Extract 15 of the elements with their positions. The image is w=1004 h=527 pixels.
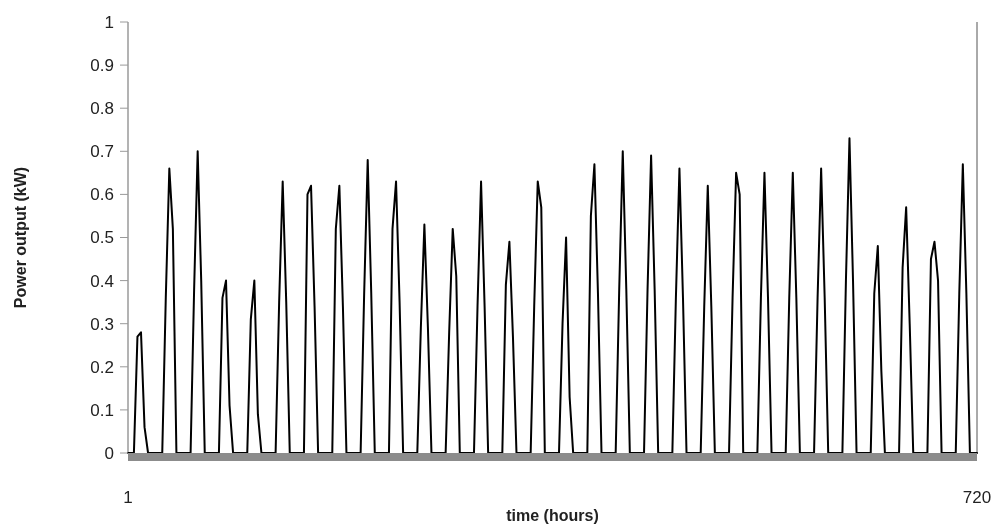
y-tick-label: 0.7 <box>90 142 114 162</box>
y-tick-label: 1 <box>104 12 114 32</box>
x-axis-title: time (hours) <box>506 507 599 524</box>
y-tick-label: 0 <box>104 443 114 463</box>
y-tick-label: 0.1 <box>90 400 114 420</box>
y-tick-label: 0.5 <box>90 228 114 248</box>
y-tick-label: 0.9 <box>90 56 114 76</box>
y-tick-label: 0.2 <box>90 357 114 377</box>
x-tick-label: 720 <box>962 488 992 507</box>
y-tick-label: 0.6 <box>90 185 114 205</box>
y-tick-label: 0.8 <box>90 99 114 119</box>
y-tick-label: 0.4 <box>90 271 114 291</box>
line-series <box>127 137 978 454</box>
y-tick-label: 0.3 <box>90 314 114 334</box>
y-axis-title: Power output (kW) <box>12 166 29 309</box>
